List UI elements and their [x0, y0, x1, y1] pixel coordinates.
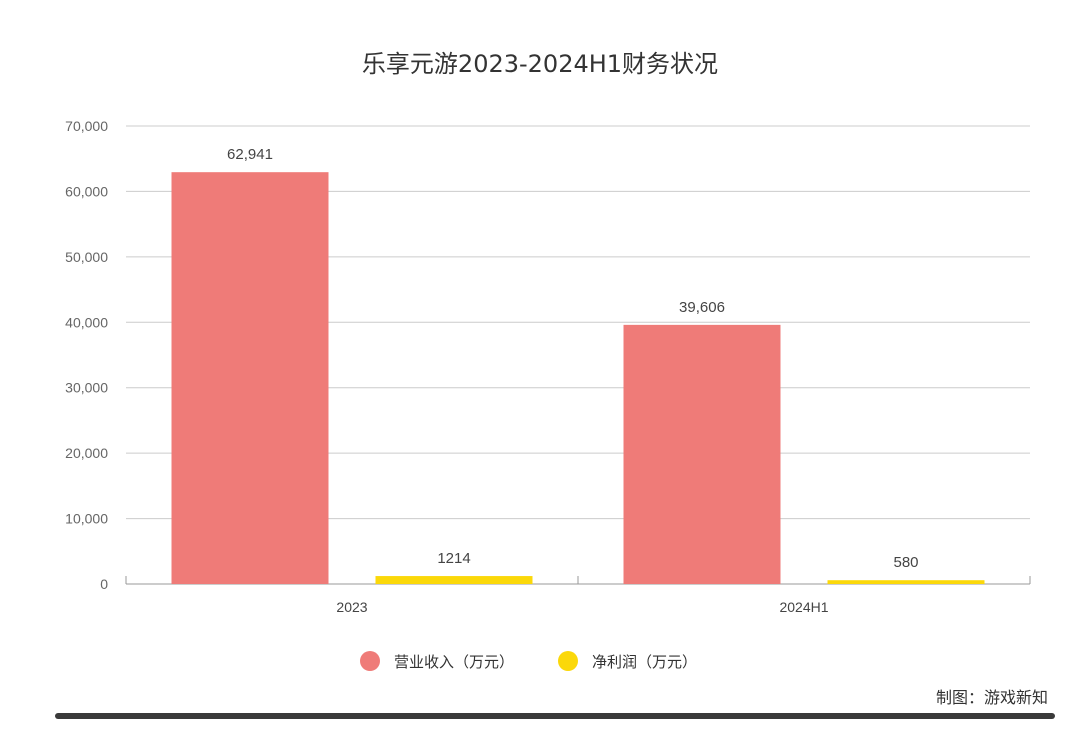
chart-credit: 制图：游戏新知 [936, 688, 1048, 707]
data-label: 39,606 [679, 299, 725, 316]
x-axis: 2023 2024H1 [125, 576, 1031, 615]
data-label: 1214 [437, 550, 470, 567]
legend-label: 营业收入（万元） [394, 653, 514, 671]
y-tick-label: 40,000 [65, 314, 108, 330]
data-label: 580 [893, 554, 918, 571]
data-labels: 62,941 1214 39,606 580 [227, 146, 918, 571]
bar [375, 576, 533, 584]
footer-bar [55, 713, 1055, 719]
bars [171, 172, 985, 584]
legend-label: 净利润（万元） [592, 653, 697, 671]
legend-swatch [558, 651, 578, 671]
data-label: 62,941 [227, 146, 273, 163]
y-tick-label: 50,000 [65, 249, 108, 265]
y-tick-label: 70,000 [65, 118, 108, 134]
y-tick-label: 20,000 [65, 445, 108, 461]
bar [171, 172, 329, 584]
x-tick-label: 2023 [336, 599, 367, 615]
legend-swatch [360, 651, 380, 671]
legend: 营业收入（万元） 净利润（万元） [360, 651, 697, 671]
y-tick-label: 30,000 [65, 380, 108, 396]
bar [623, 324, 781, 584]
x-tick-label: 2024H1 [779, 599, 828, 615]
y-tick-label: 60,000 [65, 183, 108, 199]
chart-title: 乐享元游2023-2024H1财务状况 [362, 50, 718, 78]
y-tick-label: 10,000 [65, 511, 108, 527]
y-axis: 0 10,000 20,000 30,000 40,000 50,000 60,000 70,… [65, 118, 108, 592]
bar [827, 580, 985, 584]
y-tick-label: 0 [100, 576, 108, 592]
